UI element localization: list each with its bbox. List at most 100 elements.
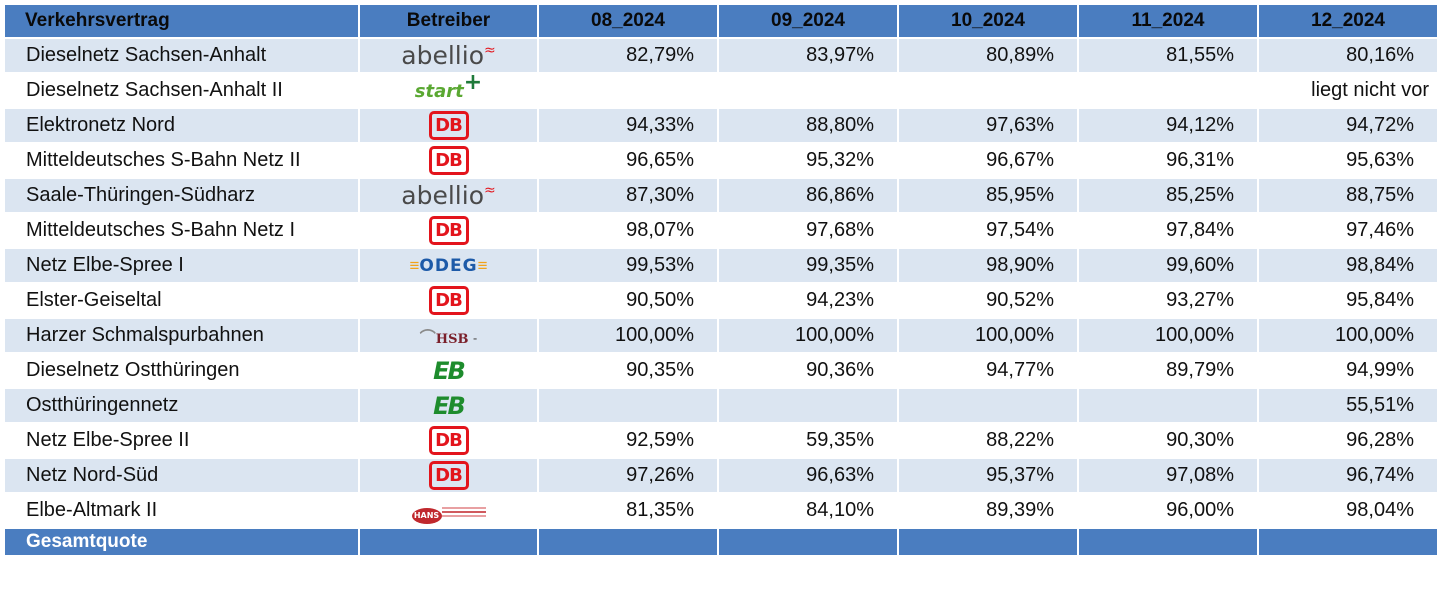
value-cell <box>537 72 719 109</box>
total-value-cell <box>537 527 719 557</box>
operator-cell: DB <box>358 457 539 494</box>
total-label: Gesamtquote <box>3 527 360 557</box>
table-row: Netz Elbe-Spree II DB 92,59% 59,35% 88,2… <box>3 422 1439 459</box>
operator-cell: DB <box>358 142 539 179</box>
value-cell: liegt nicht vor <box>1257 72 1439 109</box>
table-row: Ostthüringennetz EB 55,51% <box>3 387 1439 424</box>
value-cell: 94,99% <box>1257 352 1439 389</box>
value-cell: 80,89% <box>897 37 1079 74</box>
value-cell: 83,97% <box>717 37 899 74</box>
value-cell <box>537 387 719 424</box>
value-cell: 55,51% <box>1257 387 1439 424</box>
value-cell <box>1077 387 1259 424</box>
total-value-cell <box>897 527 1079 557</box>
value-cell: 81,35% <box>537 492 719 529</box>
value-cell <box>1077 72 1259 109</box>
value-cell: 96,74% <box>1257 457 1439 494</box>
value-cell: 95,84% <box>1257 282 1439 319</box>
value-cell: 96,28% <box>1257 422 1439 459</box>
value-cell: 59,35% <box>717 422 899 459</box>
value-cell: 95,37% <box>897 457 1079 494</box>
value-cell: 100,00% <box>897 317 1079 354</box>
table-row: Netz Nord-Süd DB 97,26% 96,63% 95,37% 97… <box>3 457 1439 494</box>
value-cell: 96,63% <box>717 457 899 494</box>
contract-name: Elektronetz Nord <box>3 107 360 144</box>
table-row: Elektronetz Nord DB 94,33% 88,80% 97,63%… <box>3 107 1439 144</box>
value-cell: 96,67% <box>897 142 1079 179</box>
value-cell: 90,30% <box>1077 422 1259 459</box>
header-month: 09_2024 <box>717 3 899 39</box>
value-cell: 95,32% <box>717 142 899 179</box>
contract-name: Netz Nord-Süd <box>3 457 360 494</box>
operator-cell: abellio≈ <box>358 177 539 214</box>
value-cell: 94,77% <box>897 352 1079 389</box>
value-cell: 89,39% <box>897 492 1079 529</box>
value-cell: 95,63% <box>1257 142 1439 179</box>
value-cell: 97,54% <box>897 212 1079 249</box>
table-row: Elster-Geiseltal DB 90,50% 94,23% 90,52%… <box>3 282 1439 319</box>
table-row: Mitteldeutsches S-Bahn Netz II DB 96,65%… <box>3 142 1439 179</box>
value-cell: 88,22% <box>897 422 1079 459</box>
table-row: Saale-Thüringen-Südharz abellio≈ 87,30% … <box>3 177 1439 214</box>
value-cell: 85,25% <box>1077 177 1259 214</box>
header-contract: Verkehrsvertrag <box>3 3 360 39</box>
value-cell: 96,65% <box>537 142 719 179</box>
operator-cell: EB <box>358 387 539 424</box>
value-cell: 96,31% <box>1077 142 1259 179</box>
contract-name: Mitteldeutsches S-Bahn Netz I <box>3 212 360 249</box>
start-logo: start+ <box>414 73 483 102</box>
db-logo: DB <box>428 216 469 245</box>
abellio-logo: abellio≈ <box>401 41 496 70</box>
hsb-logo: ⌒HSB ≡ <box>419 327 478 347</box>
operator-cell: DB <box>358 422 539 459</box>
operator-cell: HANS <box>358 492 539 529</box>
value-cell: 97,68% <box>717 212 899 249</box>
total-value-cell <box>717 527 899 557</box>
contract-name: Elbe-Altmark II <box>3 492 360 529</box>
value-cell: 99,35% <box>717 247 899 284</box>
contract-name: Elster-Geiseltal <box>3 282 360 319</box>
operator-cell: ≡ODEG≡ <box>358 247 539 284</box>
value-cell: 89,79% <box>1077 352 1259 389</box>
value-cell: 98,90% <box>897 247 1079 284</box>
value-cell: 100,00% <box>717 317 899 354</box>
eb-logo: EB <box>433 356 466 385</box>
contract-name: Dieselnetz Ostthüringen <box>3 352 360 389</box>
header-month: 10_2024 <box>897 3 1079 39</box>
value-cell: 97,08% <box>1077 457 1259 494</box>
value-cell: 96,00% <box>1077 492 1259 529</box>
contract-name: Saale-Thüringen-Südharz <box>3 177 360 214</box>
value-cell: 100,00% <box>1257 317 1439 354</box>
header-month: 11_2024 <box>1077 3 1259 39</box>
value-cell: 93,27% <box>1077 282 1259 319</box>
total-row: Gesamtquote <box>3 527 1439 557</box>
db-logo: DB <box>428 146 469 175</box>
value-cell: 94,33% <box>537 107 719 144</box>
operator-cell: DB <box>358 282 539 319</box>
value-cell <box>717 387 899 424</box>
value-cell: 98,07% <box>537 212 719 249</box>
value-cell: 90,50% <box>537 282 719 319</box>
operator-cell: start+ <box>358 72 539 109</box>
value-cell: 94,72% <box>1257 107 1439 144</box>
operator-cell: EB <box>358 352 539 389</box>
value-cell: 99,53% <box>537 247 719 284</box>
contract-name: Ostthüringennetz <box>3 387 360 424</box>
contract-name: Dieselnetz Sachsen-Anhalt II <box>3 72 360 109</box>
table-row: Dieselnetz Ostthüringen EB 90,35% 90,36%… <box>3 352 1439 389</box>
abellio-logo: abellio≈ <box>401 181 496 210</box>
hans-logo: HANS <box>409 501 489 524</box>
value-cell: 98,04% <box>1257 492 1439 529</box>
value-cell: 100,00% <box>1077 317 1259 354</box>
contract-name: Netz Elbe-Spree I <box>3 247 360 284</box>
operator-cell: DB <box>358 212 539 249</box>
table-row: Netz Elbe-Spree I ≡ODEG≡ 99,53% 99,35% 9… <box>3 247 1439 284</box>
value-cell: 97,84% <box>1077 212 1259 249</box>
value-cell: 80,16% <box>1257 37 1439 74</box>
operator-cell: ⌒HSB ≡ <box>358 317 539 354</box>
operator-cell: DB <box>358 107 539 144</box>
value-cell: 88,75% <box>1257 177 1439 214</box>
value-cell: 87,30% <box>537 177 719 214</box>
header-row: Verkehrsvertrag Betreiber 08_2024 09_202… <box>3 3 1439 39</box>
value-cell <box>897 72 1079 109</box>
